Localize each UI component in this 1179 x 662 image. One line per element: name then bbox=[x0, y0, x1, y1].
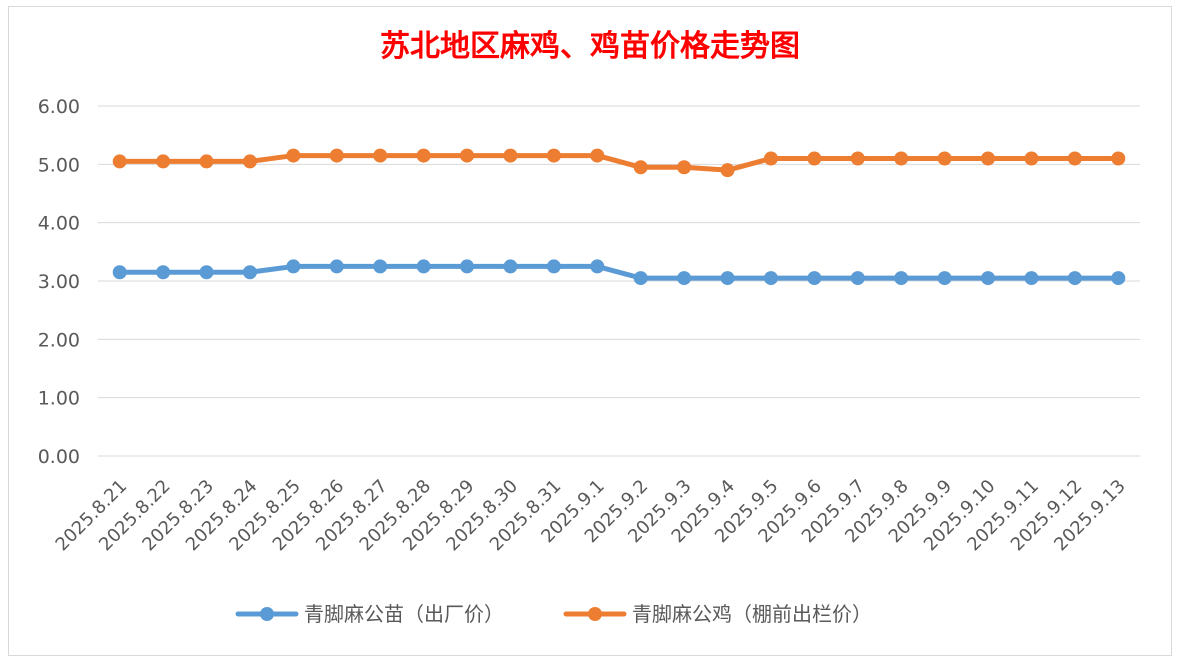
series-0-point bbox=[807, 271, 822, 286]
y-tick-label: 4.00 bbox=[38, 213, 80, 235]
series-0-point bbox=[1024, 271, 1039, 286]
series-0-point bbox=[242, 265, 257, 280]
series-1-point bbox=[329, 148, 344, 163]
series-1-point bbox=[503, 148, 518, 163]
y-tick-label: 2.00 bbox=[38, 329, 80, 351]
series-1-point bbox=[677, 160, 692, 175]
y-tick-label: 0.00 bbox=[38, 446, 80, 468]
series-1-point bbox=[199, 154, 214, 169]
series-0-point bbox=[416, 259, 431, 274]
series-1-point bbox=[894, 151, 909, 166]
series-group bbox=[112, 148, 1126, 286]
series-0-point bbox=[503, 259, 518, 274]
series-0-point bbox=[199, 265, 214, 280]
series-0-point bbox=[286, 259, 301, 274]
chart-title: 苏北地区麻鸡、鸡苗价格走势图 bbox=[380, 29, 800, 64]
series-1-point bbox=[1111, 151, 1126, 166]
series-0-point bbox=[763, 271, 778, 286]
series-1-point bbox=[807, 151, 822, 166]
series-1-point bbox=[720, 163, 735, 178]
series-1-point bbox=[156, 154, 171, 169]
series-1-point bbox=[1024, 151, 1039, 166]
y-tick-label: 1.00 bbox=[38, 388, 80, 410]
legend-swatch-marker bbox=[588, 607, 602, 621]
series-0-point bbox=[633, 271, 648, 286]
legend-label: 青脚麻公苗（出厂价） bbox=[304, 602, 504, 626]
series-0-point bbox=[373, 259, 388, 274]
series-1-point bbox=[242, 154, 257, 169]
series-0-point bbox=[720, 271, 735, 286]
series-0-point bbox=[850, 271, 865, 286]
series-1-point bbox=[286, 148, 301, 163]
series-1-point bbox=[763, 151, 778, 166]
y-tick-label: 6.00 bbox=[38, 96, 80, 118]
series-1-point bbox=[633, 160, 648, 175]
series-1-point bbox=[850, 151, 865, 166]
series-0-point bbox=[460, 259, 475, 274]
series-1-point bbox=[1067, 151, 1082, 166]
legend: 青脚麻公苗（出厂价） 青脚麻公鸡（棚前出栏价） bbox=[235, 602, 872, 626]
legend-swatch-marker bbox=[260, 607, 274, 621]
series-1-point bbox=[112, 154, 127, 169]
series-0-point bbox=[156, 265, 171, 280]
series-1-point bbox=[981, 151, 996, 166]
y-axis-ticks: 0.00 1.00 2.00 3.00 4.00 5.00 6.00 bbox=[38, 96, 80, 468]
series-0-point bbox=[329, 259, 344, 274]
series-0-point bbox=[937, 271, 952, 286]
x-axis-ticks: 2025.8.212025.8.222025.8.232025.8.242025… bbox=[52, 476, 1130, 556]
legend-label: 青脚麻公鸡（棚前出栏价） bbox=[632, 602, 872, 626]
series-0-point bbox=[981, 271, 996, 286]
series-0-point bbox=[546, 259, 561, 274]
series-1-point bbox=[373, 148, 388, 163]
series-1-point bbox=[546, 148, 561, 163]
series-line-1 bbox=[117, 153, 1121, 173]
series-0-point bbox=[894, 271, 909, 286]
y-tick-label: 3.00 bbox=[38, 271, 80, 293]
series-1-point bbox=[590, 148, 605, 163]
chart-frame bbox=[8, 6, 1172, 656]
series-1-point bbox=[460, 148, 475, 163]
series-0-point bbox=[1067, 271, 1082, 286]
gridlines bbox=[98, 105, 1140, 457]
series-0-point bbox=[112, 265, 127, 280]
y-tick-label: 5.00 bbox=[38, 154, 80, 176]
series-1-point bbox=[416, 148, 431, 163]
series-0-point bbox=[590, 259, 605, 274]
series-0-point bbox=[677, 271, 692, 286]
series-line-0 bbox=[117, 263, 1121, 281]
series-0-point bbox=[1111, 271, 1126, 286]
series-1-point bbox=[937, 151, 952, 166]
